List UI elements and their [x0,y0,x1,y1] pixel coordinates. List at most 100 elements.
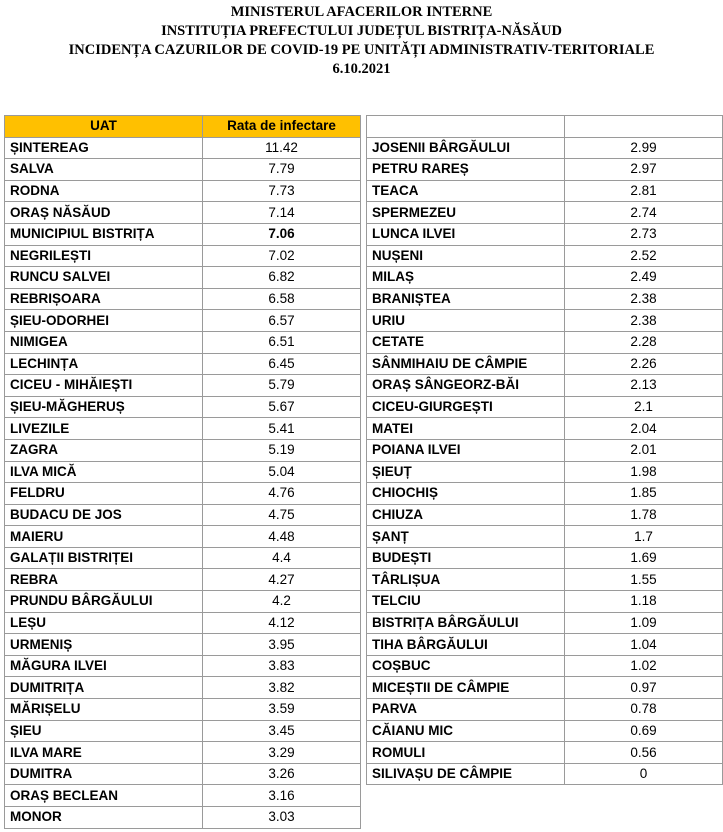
table-row: LEȘU 4.12 [4,611,361,635]
uat-name-cell: REBRA [4,568,203,592]
table-row: NEGRILEȘTI 7.02 [4,244,361,268]
table-row: ȘIEU-MĂGHERUȘ 5.67 [4,395,361,419]
infection-rate-cell: 1.04 [564,633,723,656]
uat-name-cell: ȘINTEREAG [4,136,203,160]
infection-rate-cell: 5.04 [202,460,361,484]
infection-rate-cell: 3.59 [202,698,361,721]
infection-rate-cell: 2.38 [564,287,723,311]
uat-name-cell: RUNCU SALVEI [4,266,203,289]
uat-name-cell: BRANIȘTEA [366,287,565,311]
table-row: SÂNMIHAIU DE CÂMPIE 2.26 [366,352,723,376]
infection-rate-cell: 0 [564,762,723,786]
table-row: URMENIȘ 3.95 [4,633,361,656]
infection-rate-cell: 1.02 [564,654,723,678]
table-row: JOSENII BÂRGĂULUI 2.99 [366,136,723,160]
uat-name-cell: CICEU-GIURGEȘTI [366,395,565,419]
infection-rate-cell: 2.97 [564,158,723,181]
uat-name-cell: SILIVAȘU DE CÂMPIE [366,762,565,786]
table-row: CICEU-GIURGEȘTI 2.1 [366,395,723,419]
header-date: 6.10.2021 [332,61,391,77]
infection-rate-cell: 0.78 [564,698,723,721]
column-header-blank [564,115,723,138]
uat-name-cell: JOSENII BÂRGĂULUI [366,136,565,160]
uat-name-cell: DUMITRA [4,762,203,786]
uat-name-cell: ȘIEU-MĂGHERUȘ [4,395,203,419]
infection-rate-cell: 0.56 [564,741,723,764]
uat-name-cell: NEGRILEȘTI [4,244,203,268]
infection-rate-cell: 5.67 [202,395,361,419]
table-row: REBRA 4.27 [4,568,361,592]
uat-name-cell: PRUNDU BÂRGĂULUI [4,590,203,613]
table-row: MUNICIPIUL BISTRIȚA 7.06 [4,222,361,246]
table-row: BUDACU DE JOS 4.75 [4,503,361,527]
uat-name-cell: LECHINȚA [4,352,203,376]
uat-name-cell: NUȘENI [366,244,565,268]
uat-name-cell: CICEU - MIHĂIEȘTI [4,374,203,397]
incidence-table-right: JOSENII BÂRGĂULUI 2.99 PETRU RAREȘ 2.97 TEAC… [366,115,723,786]
incidence-table-left: UAT Rata de infectare ȘINTEREAG 11.42 SALV… [4,115,361,829]
infection-rate-cell: 6.58 [202,287,361,311]
infection-rate-cell: 1.09 [564,611,723,635]
uat-name-cell: BUDACU DE JOS [4,503,203,527]
infection-rate-cell: 2.01 [564,438,723,462]
table-row: DUMITRA 3.26 [4,762,361,786]
table-row: RUNCU SALVEI 6.82 [4,266,361,289]
table-row: MICEȘTII DE CÂMPIE 0.97 [366,676,723,700]
infection-rate-cell: 7.73 [202,179,361,203]
infection-rate-cell: 1.98 [564,460,723,484]
table-row: ȘANȚ 1.7 [366,525,723,548]
infection-rate-cell: 2.28 [564,330,723,354]
uat-name-cell: ZAGRA [4,438,203,462]
infection-rate-cell: 3.03 [202,806,361,829]
table-row: ȘINTEREAG 11.42 [4,136,361,160]
infection-rate-cell: 1.78 [564,503,723,527]
infection-rate-cell: 1.85 [564,482,723,505]
table-row: MAIERU 4.48 [4,525,361,548]
table-row: ȘIEU-ODORHEI 6.57 [4,309,361,332]
uat-name-cell: NIMIGEA [4,330,203,354]
infection-rate-cell: 6.57 [202,309,361,332]
table-row: TÂRLIȘUA 1.55 [366,568,723,592]
table-row: ILVA MICĂ 5.04 [4,460,361,484]
uat-name-cell: TIHA BÂRGĂULUI [366,633,565,656]
uat-name-cell: PARVA [366,698,565,721]
table-row: LIVEZILE 5.41 [4,417,361,440]
infection-rate-cell: 5.41 [202,417,361,440]
infection-rate-cell: 3.95 [202,633,361,656]
infection-rate-cell: 2.1 [564,395,723,419]
infection-rate-cell: 7.14 [202,201,361,224]
uat-name-cell: CĂIANU MIC [366,719,565,743]
uat-name-cell: LIVEZILE [4,417,203,440]
table-header-row-blank [366,115,723,138]
uat-name-cell: BUDEȘTI [366,546,565,570]
table-row: SILIVAȘU DE CÂMPIE 0 [366,762,723,786]
document-header: MINISTERUL AFACERILOR INTERNE INSTITUȚIA… [0,3,723,79]
uat-name-cell: URIU [366,309,565,332]
table-row: ORAȘ NĂSĂUD 7.14 [4,201,361,224]
table-row: TIHA BÂRGĂULUI 1.04 [366,633,723,656]
uat-name-cell: BISTRIȚA BÂRGĂULUI [366,611,565,635]
infection-rate-cell: 7.79 [202,158,361,181]
infection-rate-cell: 2.04 [564,417,723,440]
uat-name-cell: TÂRLIȘUA [366,568,565,592]
uat-name-cell: MUNICIPIUL BISTRIȚA [4,222,203,246]
header-institution: INSTITUȚIA PREFECTULUI JUDEȚUL BISTRIȚA-… [161,23,562,39]
infection-rate-cell: 1.69 [564,546,723,570]
uat-name-cell: GALAȚII BISTRIȚEI [4,546,203,570]
uat-name-cell: DUMITRIȚA [4,676,203,700]
table-row: TELCIU 1.18 [366,590,723,613]
uat-name-cell: MICEȘTII DE CÂMPIE [366,676,565,700]
uat-name-cell: MĂRIȘELU [4,698,203,721]
table-row: BRANIȘTEA 2.38 [366,287,723,311]
table-row: MONOR 3.03 [4,806,361,829]
table-row: PARVA 0.78 [366,698,723,721]
infection-rate-cell: 5.19 [202,438,361,462]
table-row: ORAȘ BECLEAN 3.16 [4,784,361,807]
infection-rate-cell: 2.52 [564,244,723,268]
table-row: PETRU RAREȘ 2.97 [366,158,723,181]
table-row: CICEU - MIHĂIEȘTI 5.79 [4,374,361,397]
infection-rate-cell: 3.82 [202,676,361,700]
header-report-title: INCIDENȚA CAZURILOR DE COVID-19 PE UNITĂ… [68,42,655,58]
uat-name-cell: ROMULI [366,741,565,764]
uat-name-cell: ORAȘ SÂNGEORZ-BĂI [366,374,565,397]
